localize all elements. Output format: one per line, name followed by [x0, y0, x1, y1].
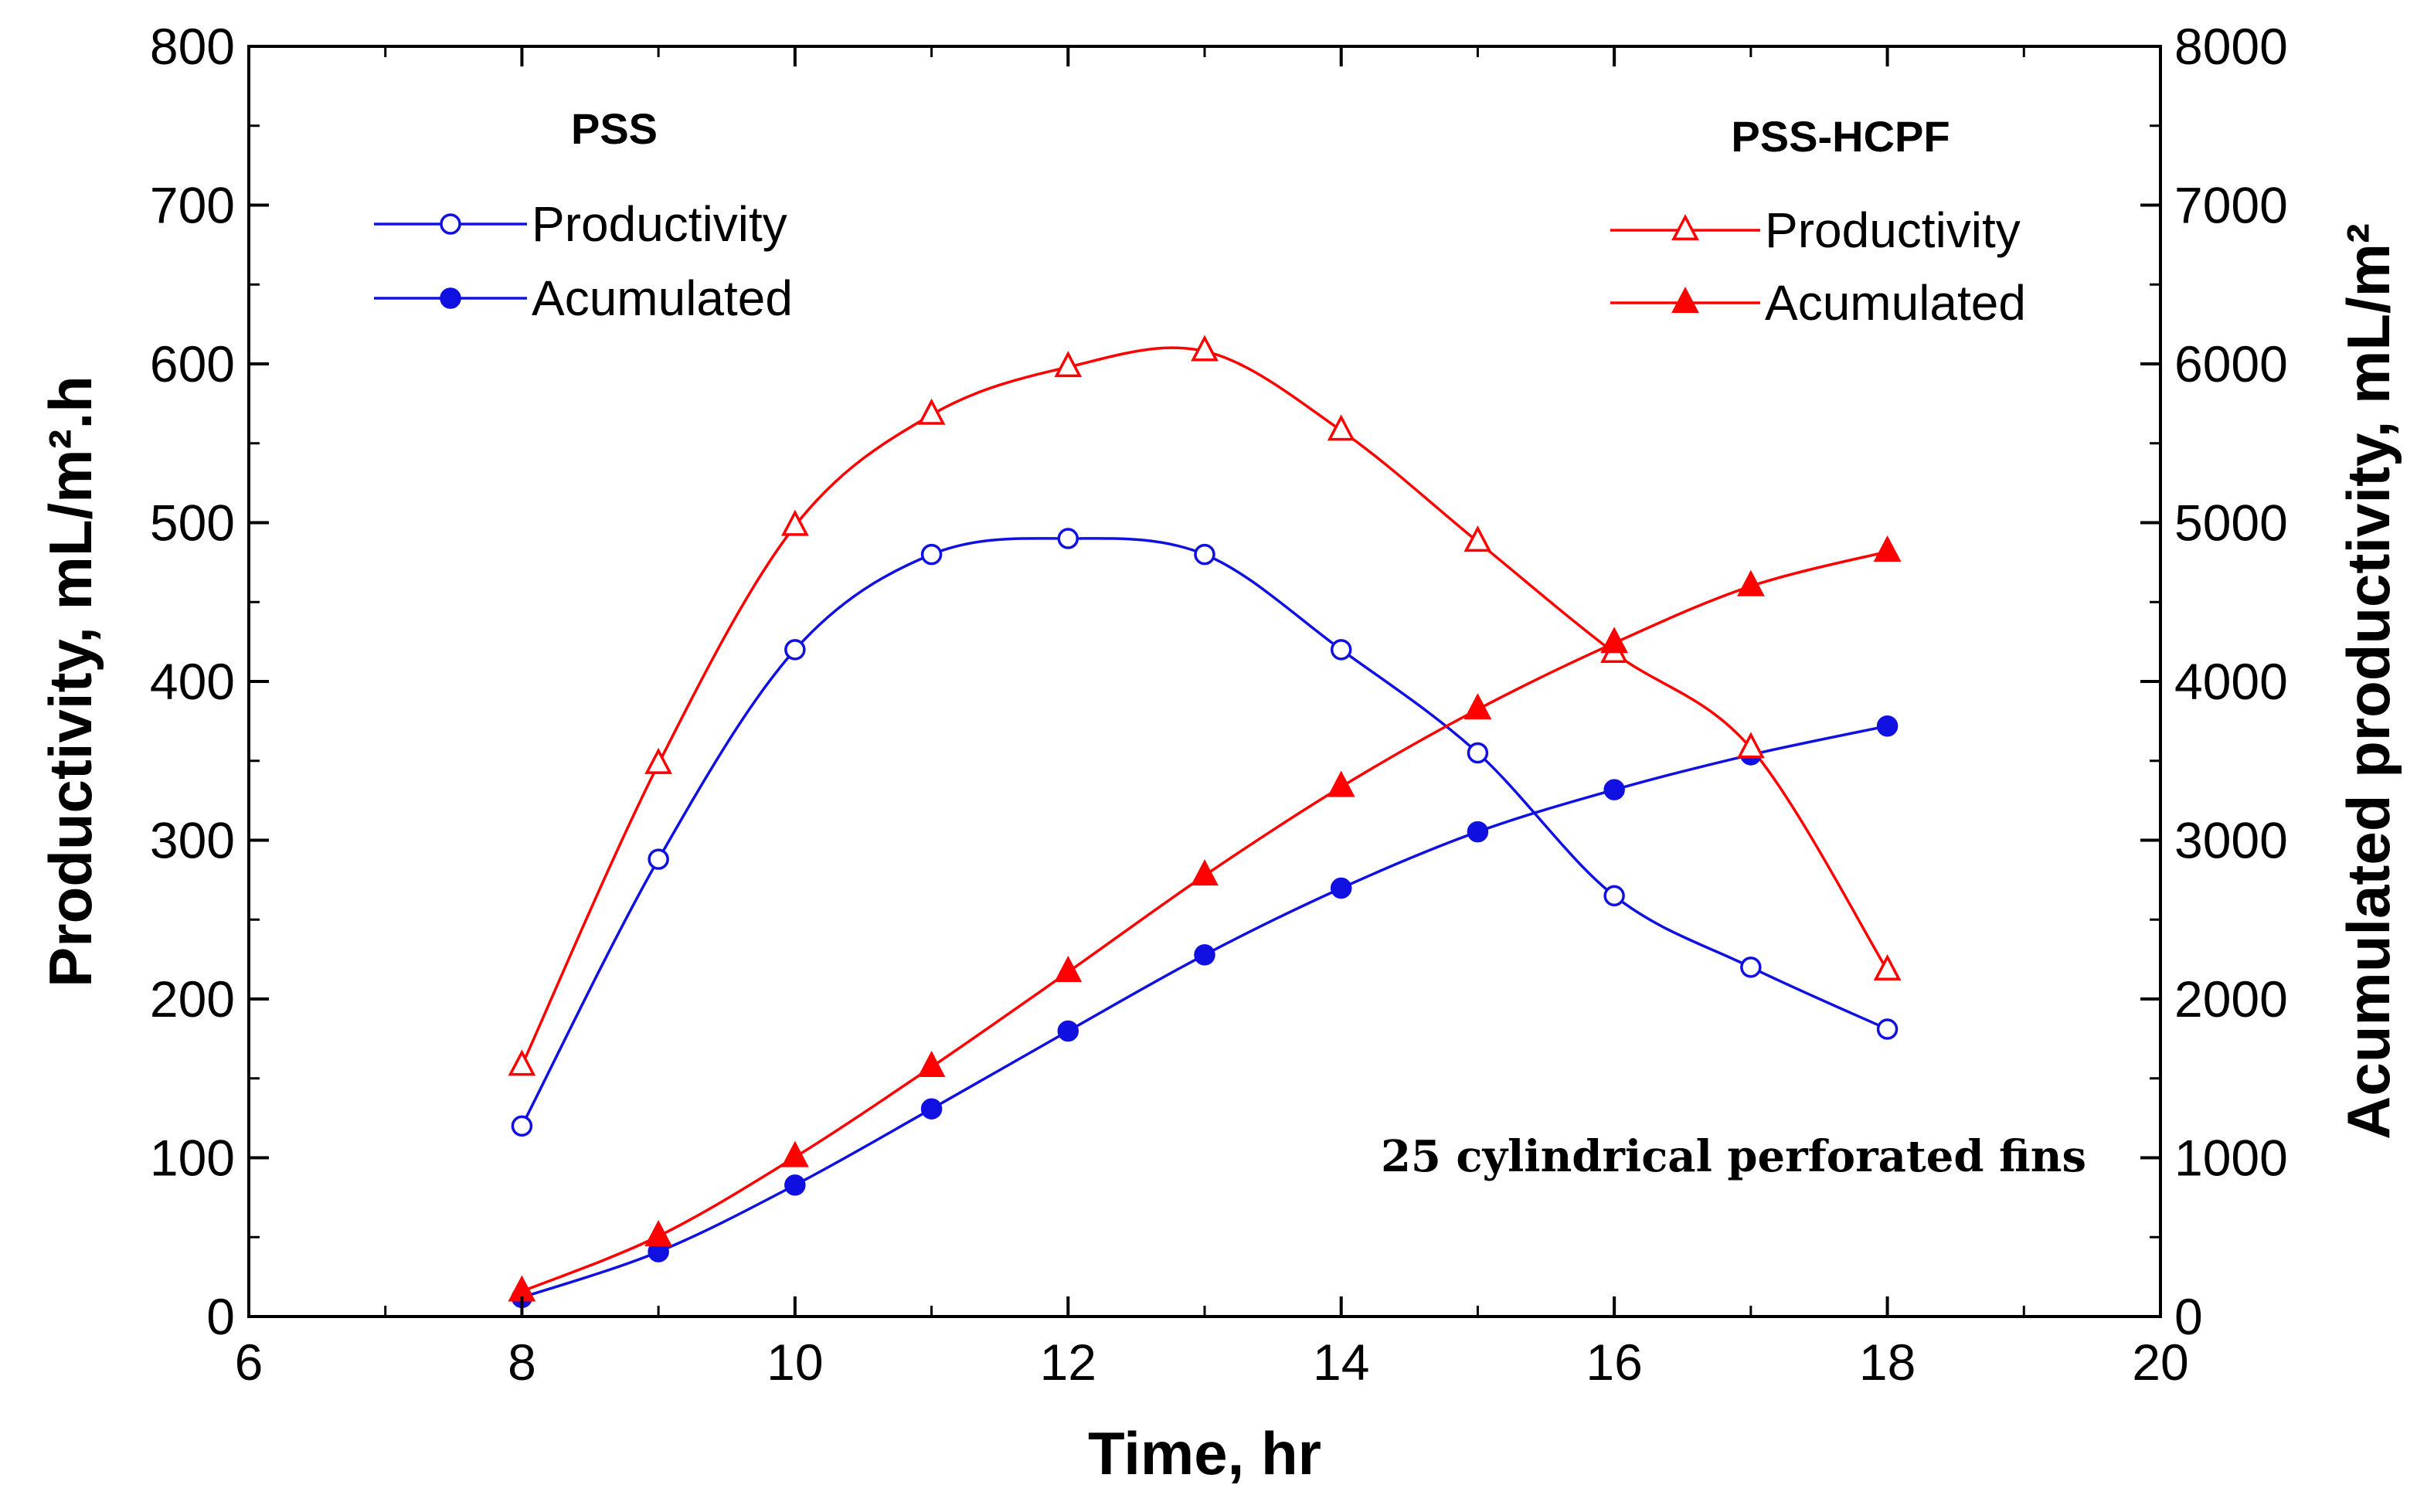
data-point-pss-productivity [784, 639, 806, 661]
y2-tick-label: 1000 [2174, 1130, 2288, 1187]
x-tick-label: 10 [767, 1334, 823, 1391]
y2-tick-label: 6000 [2174, 335, 2288, 392]
data-point-pss-hcpf-acumulated [1873, 535, 1902, 562]
annotation-fins: 25 cylindrical perforated fins [1381, 1131, 2086, 1182]
y2-axis-title: Acumulated productivity, mL/m² [2334, 223, 2402, 1140]
data-point-pss-productivity [648, 848, 669, 870]
data-point-pss-productivity [1330, 639, 1352, 661]
legend-marker-pss-acumulated [440, 287, 461, 309]
x-tick-label: 6 [235, 1334, 263, 1391]
y-tick-label: 200 [150, 970, 235, 1028]
data-point-pss-acumulated [1876, 715, 1899, 737]
data-point-pss-productivity [1467, 742, 1489, 764]
data-point-pss-hcpf-acumulated [1737, 569, 1765, 596]
y2-tick-label: 5000 [2174, 494, 2288, 552]
data-point-pss-productivity [1740, 956, 1762, 978]
series-line-pss-productivity [520, 537, 1888, 1127]
y2-tick-label: 0 [2174, 1288, 2203, 1345]
data-point-pss-acumulated [1330, 877, 1352, 899]
legend-marker-pss-hcpf-productivity [1671, 214, 1699, 241]
y2-tick-label: 7000 [2174, 177, 2288, 234]
data-point-pss-acumulated [784, 1174, 806, 1196]
data-point-pss-hcpf-acumulated [1463, 693, 1492, 720]
data-point-pss-acumulated [1467, 821, 1489, 843]
x-tick-label: 8 [508, 1334, 536, 1391]
legend-label-pss-hcpf-acumulated: Acumulated [1765, 275, 2026, 331]
data-point-pss-acumulated [1603, 779, 1625, 800]
data-point-pss-productivity [1057, 528, 1079, 549]
legend-title: PSS-HCPF [1731, 112, 1950, 161]
y-tick-label: 400 [150, 653, 235, 710]
data-point-pss-productivity [1876, 1018, 1899, 1040]
legend-marker-pss-productivity [440, 213, 461, 235]
legend-label-pss-acumulated: Acumulated [532, 270, 793, 326]
legend-label-pss-hcpf-productivity: Productivity [1765, 202, 2021, 258]
y-tick-label: 300 [150, 812, 235, 869]
x-tick-label: 20 [2132, 1334, 2188, 1391]
y-tick-label: 500 [150, 494, 235, 552]
data-point-pss-hcpf-acumulated [1191, 859, 1219, 886]
y-tick-label: 0 [206, 1288, 235, 1345]
y2-tick-label: 4000 [2174, 653, 2288, 710]
legend-marker-pss-hcpf-acumulated [1671, 287, 1699, 314]
data-point-pss-hcpf-productivity [508, 1049, 536, 1076]
data-point-pss-productivity [1194, 543, 1215, 566]
data-point-pss-hcpf-acumulated [917, 1050, 946, 1077]
x-tick-label: 16 [1586, 1334, 1642, 1391]
data-point-pss-acumulated [920, 1098, 943, 1120]
y2-tick-label: 3000 [2174, 812, 2288, 869]
data-point-pss-hcpf-productivity [1327, 414, 1355, 441]
y-tick-label: 100 [150, 1130, 235, 1187]
y-axis-title: Productivity, mL/m².h [36, 375, 104, 987]
series-line-pss-acumulated [521, 724, 1888, 1299]
y-tick-label: 600 [150, 335, 235, 392]
x-tick-label: 18 [1859, 1334, 1916, 1391]
y2-tick-label: 8000 [2174, 18, 2288, 75]
data-point-pss-productivity [1603, 885, 1625, 907]
y2-tick-label: 2000 [2174, 970, 2288, 1028]
x-axis-title: Time, hr [1088, 1419, 1321, 1487]
data-point-pss-hcpf-productivity [1463, 525, 1492, 552]
data-point-pss-hcpf-productivity [1191, 335, 1219, 362]
data-point-pss-hcpf-acumulated [1327, 770, 1355, 797]
data-point-pss-acumulated [1194, 944, 1215, 966]
data-point-pss-hcpf-productivity [781, 509, 809, 536]
data-point-pss-hcpf-productivity [917, 398, 946, 425]
data-point-pss-hcpf-acumulated [781, 1140, 809, 1167]
x-tick-label: 14 [1313, 1334, 1369, 1391]
data-point-pss-acumulated [1057, 1020, 1079, 1042]
data-point-pss-hcpf-productivity [1737, 732, 1765, 759]
y-tick-label: 800 [150, 18, 235, 75]
legend-title: PSS [571, 104, 658, 153]
data-point-pss-hcpf-acumulated [644, 1220, 672, 1247]
data-point-pss-hcpf-acumulated [1600, 627, 1628, 654]
data-point-pss-productivity [920, 543, 943, 566]
data-point-pss-hcpf-productivity [1873, 954, 1902, 981]
x-tick-label: 12 [1040, 1334, 1096, 1391]
data-point-pss-productivity [511, 1115, 533, 1137]
data-point-pss-hcpf-acumulated [1054, 956, 1083, 983]
data-point-pss-hcpf-productivity [1054, 351, 1083, 378]
legend-label-pss-productivity: Productivity [532, 196, 787, 252]
data-point-pss-hcpf-productivity [644, 747, 672, 774]
y-tick-label: 700 [150, 177, 235, 234]
